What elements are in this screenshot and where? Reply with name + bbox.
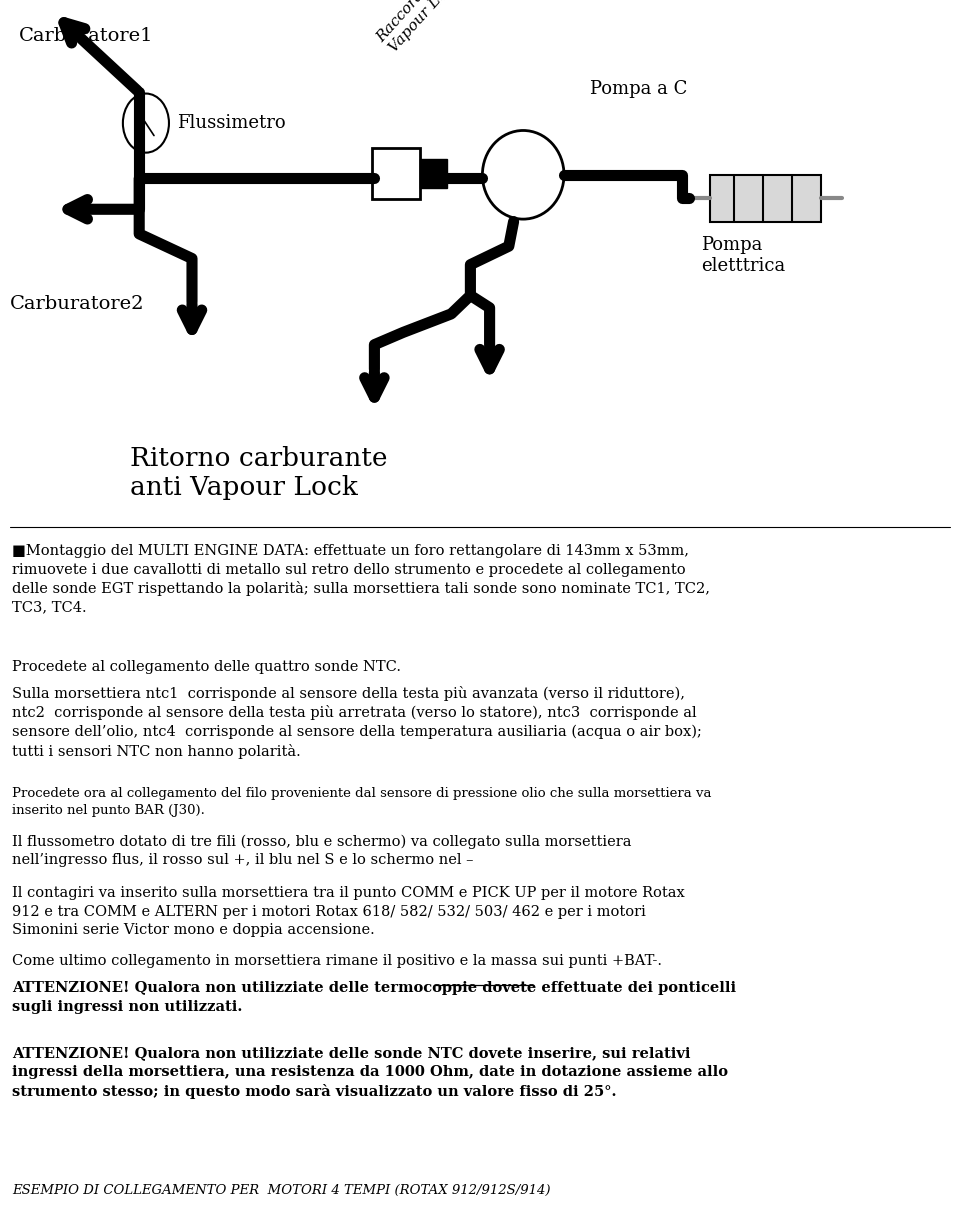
Text: Procedete ora al collegamento del filo proveniente dal sensore di pressione olio: Procedete ora al collegamento del filo p… [12, 787, 712, 816]
Text: Il flussometro dotato di tre fili (rosso, blu e schermo) va collegato sulla mors: Il flussometro dotato di tre fili (rosso… [12, 835, 632, 868]
FancyBboxPatch shape [372, 148, 420, 199]
Text: Pompa
eletttrica: Pompa eletttrica [701, 236, 785, 276]
Text: ESEMPIO DI COLLEGAMENTO PER  MOTORI 4 TEMPI (ROTAX 912/912S/914): ESEMPIO DI COLLEGAMENTO PER MOTORI 4 TEM… [12, 1184, 551, 1198]
Text: Ritorno carburante
anti Vapour Lock: Ritorno carburante anti Vapour Lock [130, 446, 387, 500]
Ellipse shape [483, 130, 564, 219]
Text: Flussimetro: Flussimetro [177, 114, 285, 132]
Text: Sulla morsettiera ntc1  corrisponde al sensore della testa più avanzata (verso i: Sulla morsettiera ntc1 corrisponde al se… [12, 686, 703, 760]
Text: Pompa a C: Pompa a C [590, 80, 687, 98]
Text: Carburatore1: Carburatore1 [19, 27, 154, 46]
Text: Come ultimo collegamento in morsettiera rimane il positivo e la massa sui punti : Come ultimo collegamento in morsettiera … [12, 954, 662, 968]
FancyBboxPatch shape [710, 175, 821, 222]
Text: Procedete al collegamento delle quattro sonde NTC.: Procedete al collegamento delle quattro … [12, 660, 401, 673]
Text: ■Montaggio del MULTI ENGINE DATA: effettuate un foro rettangolare di 143mm x 53m: ■Montaggio del MULTI ENGINE DATA: effett… [12, 544, 710, 614]
Text: Carburatore2: Carburatore2 [10, 295, 144, 314]
Text: Raccordo anti
Vapour Lock: Raccordo anti Vapour Lock [374, 0, 469, 55]
FancyBboxPatch shape [420, 159, 447, 188]
Text: ATTENZIONE! Qualora non utilizziate delle sonde NTC dovete inserire, sui relativ: ATTENZIONE! Qualora non utilizziate dell… [12, 1046, 729, 1098]
Text: ATTENZIONE! Qualora non utilizziate delle termocoppie dovete effettuate dei pont: ATTENZIONE! Qualora non utilizziate dell… [12, 981, 736, 1013]
Text: Il contagiri va inserito sulla morsettiera tra il punto COMM e PICK UP per il mo: Il contagiri va inserito sulla morsettie… [12, 886, 685, 937]
